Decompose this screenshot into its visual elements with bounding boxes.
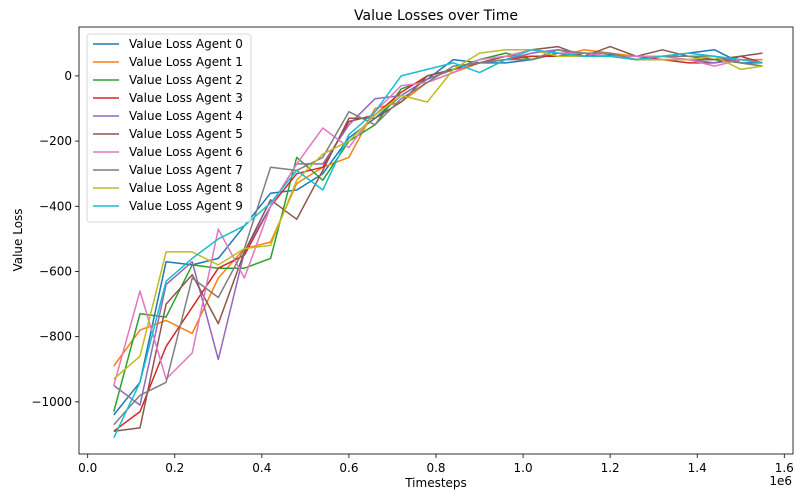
legend-label-agent-9: Value Loss Agent 9 (129, 199, 243, 213)
series-layer (113, 45, 763, 439)
x-tick-label: 0.0 (78, 461, 97, 475)
legend-label-agent-6: Value Loss Agent 6 (129, 145, 243, 159)
x-axis-offset-text: 1e6 (769, 474, 792, 488)
legend: Value Loss Agent 0 Value Loss Agent 1 Valu… (86, 33, 252, 223)
y-tick-label: −400 (39, 199, 72, 213)
series-line-agent-5 (113, 45, 763, 432)
legend-box (86, 33, 252, 223)
legend-label-agent-4: Value Loss Agent 4 (129, 109, 243, 123)
y-tick-label: −800 (39, 330, 72, 344)
y-tick-label: −200 (39, 134, 72, 148)
legend-label-agent-2: Value Loss Agent 2 (129, 73, 243, 87)
legend-label-agent-7: Value Loss Agent 7 (129, 163, 243, 177)
y-axis-label: Value Loss (11, 208, 25, 271)
series-line-agent-9 (113, 49, 763, 439)
y-tick-label: −600 (39, 264, 72, 278)
x-tick-label: 0.8 (426, 461, 445, 475)
y-tick-label: −1000 (31, 395, 72, 409)
legend-label-agent-1: Value Loss Agent 1 (129, 55, 243, 69)
plot-frame (78, 26, 794, 455)
x-tick-label: 1.0 (514, 461, 533, 475)
x-tick-label: 1.4 (688, 461, 707, 475)
x-tick-label: 1.2 (601, 461, 620, 475)
x-axis-label: Timesteps (404, 476, 467, 490)
x-tick-label: 0.2 (165, 461, 184, 475)
ticks-layer: 0.0 0.2 0.4 0.6 0.8 1.0 1.2 1.4 1.6 −1000 −800 −600… (31, 69, 793, 475)
legend-label-agent-0: Value Loss Agent 0 (129, 37, 243, 51)
legend-label-agent-5: Value Loss Agent 5 (129, 127, 243, 141)
series-line-agent-8 (113, 49, 763, 380)
x-tick-label: 0.6 (339, 461, 358, 475)
x-tick-label: 1.6 (775, 461, 794, 475)
legend-label-agent-8: Value Loss Agent 8 (129, 181, 243, 195)
y-tick-label: 0 (64, 69, 72, 83)
x-tick-label: 0.4 (252, 461, 271, 475)
legend-label-agent-3: Value Loss Agent 3 (129, 91, 243, 105)
chart-title: Value Losses over Time (354, 8, 518, 24)
